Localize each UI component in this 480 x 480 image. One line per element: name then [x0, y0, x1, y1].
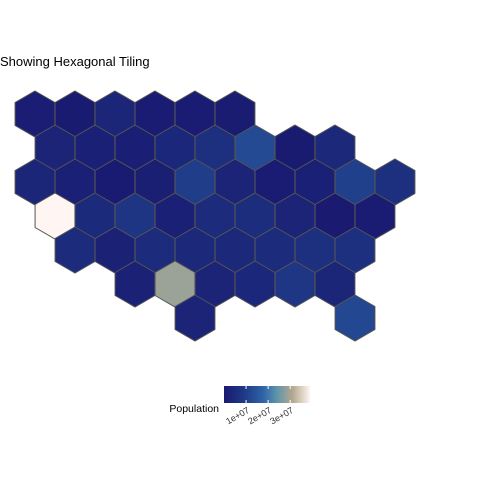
- hex-tile: [334, 294, 376, 342]
- legend-title: Population: [169, 403, 219, 415]
- legend-tick-label: 3e+07: [268, 405, 295, 426]
- legend-tick-label: 1e+07: [224, 405, 251, 426]
- legend-colorbar: [224, 386, 310, 403]
- hex-tiles: [14, 90, 416, 342]
- legend-tick-label: 2e+07: [246, 405, 273, 426]
- hex-tile: [174, 294, 216, 342]
- chart-title: Showing Hexagonal Tiling: [0, 54, 150, 69]
